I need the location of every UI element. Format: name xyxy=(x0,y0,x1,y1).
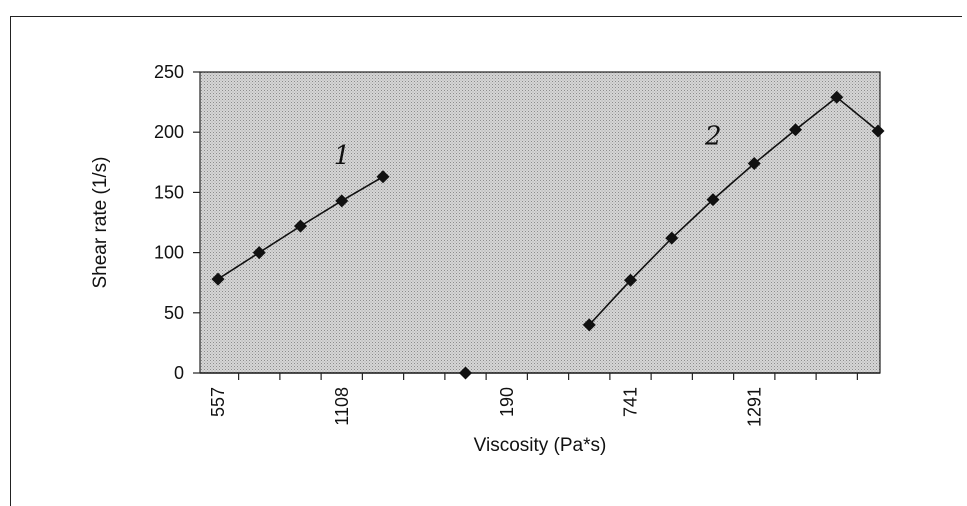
x-tick-label: 1108 xyxy=(332,387,352,426)
data-point xyxy=(335,194,349,208)
y-tick-label: 200 xyxy=(154,122,184,142)
x-tick-label: 190 xyxy=(497,387,517,417)
y-tick-label: 50 xyxy=(164,303,184,323)
x-axis-title: Viscosity (Pa*s) xyxy=(474,435,607,456)
data-point xyxy=(871,124,885,138)
x-tick-label: 1291 xyxy=(744,387,764,427)
data-point xyxy=(376,170,390,184)
data-point xyxy=(706,193,720,207)
data-point xyxy=(294,219,307,233)
series-layer: 12 xyxy=(211,90,885,380)
data-point xyxy=(830,90,844,104)
y-tick-label: 250 xyxy=(154,62,184,82)
plot-area xyxy=(199,71,881,374)
data-point xyxy=(582,318,596,332)
data-point xyxy=(252,246,266,260)
data-point xyxy=(747,157,761,171)
data-point xyxy=(211,272,225,286)
y-axis-title: Shear rate (1/s) xyxy=(90,157,111,289)
data-point xyxy=(624,273,637,287)
series-label: 1 xyxy=(334,141,351,171)
data-point xyxy=(665,231,679,245)
x-tick-label: 741 xyxy=(621,387,641,417)
x-axis: 557 1108 190 741 1291 xyxy=(200,372,880,427)
data-point xyxy=(789,123,802,137)
x-tick-label: 557 xyxy=(208,387,228,417)
series-label: 2 xyxy=(704,122,722,152)
y-tick-label: 0 xyxy=(174,363,184,383)
data-point xyxy=(459,366,472,380)
y-axis: 0 50 100 150 200 250 xyxy=(154,62,200,383)
series-line xyxy=(588,96,879,326)
chart-frame xyxy=(10,16,962,506)
y-tick-label: 100 xyxy=(154,243,184,263)
y-tick-label: 150 xyxy=(154,182,184,202)
